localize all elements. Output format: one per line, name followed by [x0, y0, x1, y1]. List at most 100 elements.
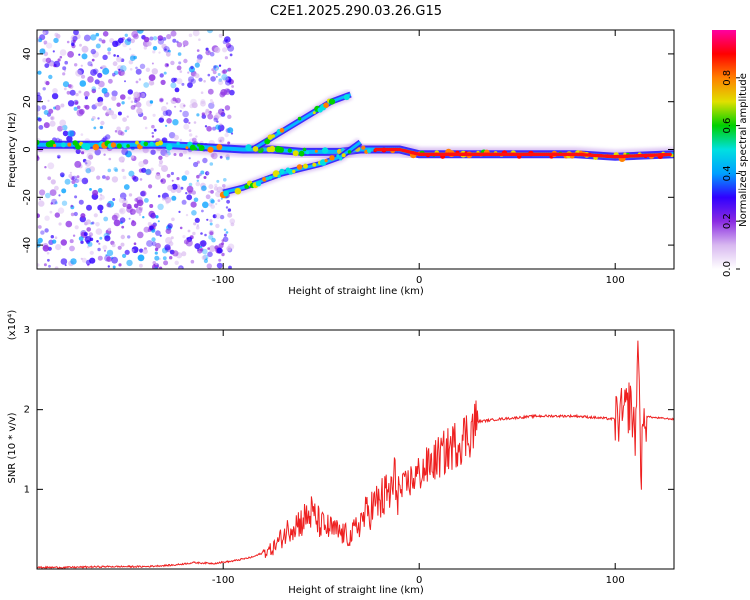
- noise-speck: [131, 30, 139, 38]
- noise-speck: [54, 201, 58, 205]
- noise-speck: [120, 234, 126, 240]
- colorbar-gradient: [712, 30, 736, 269]
- noise-speck: [165, 228, 172, 235]
- noise-speck: [187, 71, 190, 74]
- noise-speck: [80, 213, 86, 219]
- noise-speck: [224, 132, 229, 138]
- ridge-blob: [135, 140, 139, 145]
- noise-speck: [74, 63, 78, 67]
- noise-speck: [74, 225, 79, 230]
- noise-speck: [165, 51, 171, 57]
- noise-speck: [194, 62, 200, 68]
- noise-speck: [85, 219, 91, 225]
- noise-speck: [209, 99, 213, 102]
- noise-speck: [137, 254, 145, 262]
- noise-speck: [210, 190, 214, 194]
- noise-speck: [206, 263, 212, 269]
- noise-speck: [152, 36, 158, 41]
- noise-speck: [39, 48, 46, 55]
- noise-speck: [89, 237, 94, 242]
- noise-speck: [213, 65, 217, 69]
- noise-speck: [120, 71, 126, 76]
- noise-speck: [70, 258, 77, 265]
- noise-speck: [108, 78, 113, 84]
- ridge-blob: [216, 144, 223, 150]
- noise-speck: [201, 209, 204, 213]
- noise-speck: [223, 228, 227, 232]
- noise-speck: [143, 82, 150, 88]
- noise-speck: [130, 105, 136, 110]
- figure-title: C2E1.2025.290.03.26.G15: [270, 4, 442, 19]
- y-tick-label: -40: [22, 237, 33, 253]
- noise-speck: [37, 237, 43, 243]
- noise-speck: [217, 199, 221, 203]
- noise-speck: [148, 80, 155, 86]
- noise-speck: [199, 248, 204, 252]
- noise-speck: [89, 257, 96, 264]
- noise-speck: [72, 234, 76, 237]
- noise-speck: [151, 62, 154, 65]
- noise-speck: [54, 236, 58, 239]
- noise-speck: [188, 182, 193, 187]
- noise-speck: [71, 42, 75, 47]
- noise-speck: [87, 61, 93, 67]
- ridge-peak: [668, 152, 672, 157]
- noise-speck: [140, 191, 146, 197]
- noise-speck: [73, 106, 78, 111]
- noise-speck: [170, 60, 175, 66]
- noise-speck: [187, 229, 191, 233]
- y-tick-label: 40: [22, 48, 33, 61]
- noise-speck: [85, 162, 88, 165]
- noise-speck: [181, 175, 188, 181]
- noise-speck: [200, 170, 205, 175]
- noise-speck: [163, 71, 167, 75]
- noise-speck: [78, 199, 84, 205]
- noise-speck: [227, 67, 232, 72]
- noise-speck: [118, 156, 125, 163]
- noise-speck: [191, 102, 198, 109]
- noise-speck: [73, 39, 76, 43]
- noise-speck: [214, 46, 221, 54]
- noise-speck: [149, 225, 154, 231]
- noise-speck: [89, 166, 95, 173]
- noise-speck: [206, 171, 210, 175]
- noise-speck: [135, 207, 143, 214]
- noise-speck: [102, 31, 109, 37]
- noise-speck: [216, 120, 219, 123]
- noise-speck: [112, 265, 116, 269]
- noise-speck: [184, 170, 190, 176]
- noise-speck: [209, 231, 214, 236]
- noise-speck: [158, 117, 164, 123]
- noise-speck: [78, 236, 84, 242]
- noise-speck: [229, 218, 236, 224]
- noise-speck: [172, 250, 179, 257]
- noise-speck: [219, 214, 225, 220]
- noise-speck: [127, 235, 131, 239]
- noise-speck: [88, 232, 94, 237]
- noise-speck: [104, 249, 106, 252]
- noise-speck: [80, 257, 83, 260]
- noise-speck: [148, 74, 156, 81]
- ridge-blob: [207, 146, 214, 153]
- ridge-blob: [158, 140, 163, 146]
- noise-speck: [126, 203, 132, 210]
- noise-speck: [226, 246, 232, 252]
- noise-speck: [50, 179, 56, 185]
- noise-speck: [138, 161, 145, 168]
- ridge-blob: [305, 150, 310, 155]
- noise-speck: [135, 196, 143, 204]
- noise-speck: [210, 204, 215, 209]
- noise-speck: [120, 65, 127, 72]
- ridge-blob: [110, 142, 117, 148]
- ridge-blob: [198, 145, 205, 151]
- noise-speck: [211, 237, 216, 243]
- noise-speck: [227, 114, 232, 120]
- ridge-blob: [329, 155, 335, 161]
- noise-speck: [103, 153, 106, 156]
- noise-speck: [190, 65, 194, 70]
- noise-speck: [129, 55, 136, 61]
- noise-speck: [122, 117, 127, 122]
- noise-speck: [95, 43, 101, 49]
- noise-speck: [202, 248, 208, 255]
- noise-speck: [210, 199, 215, 204]
